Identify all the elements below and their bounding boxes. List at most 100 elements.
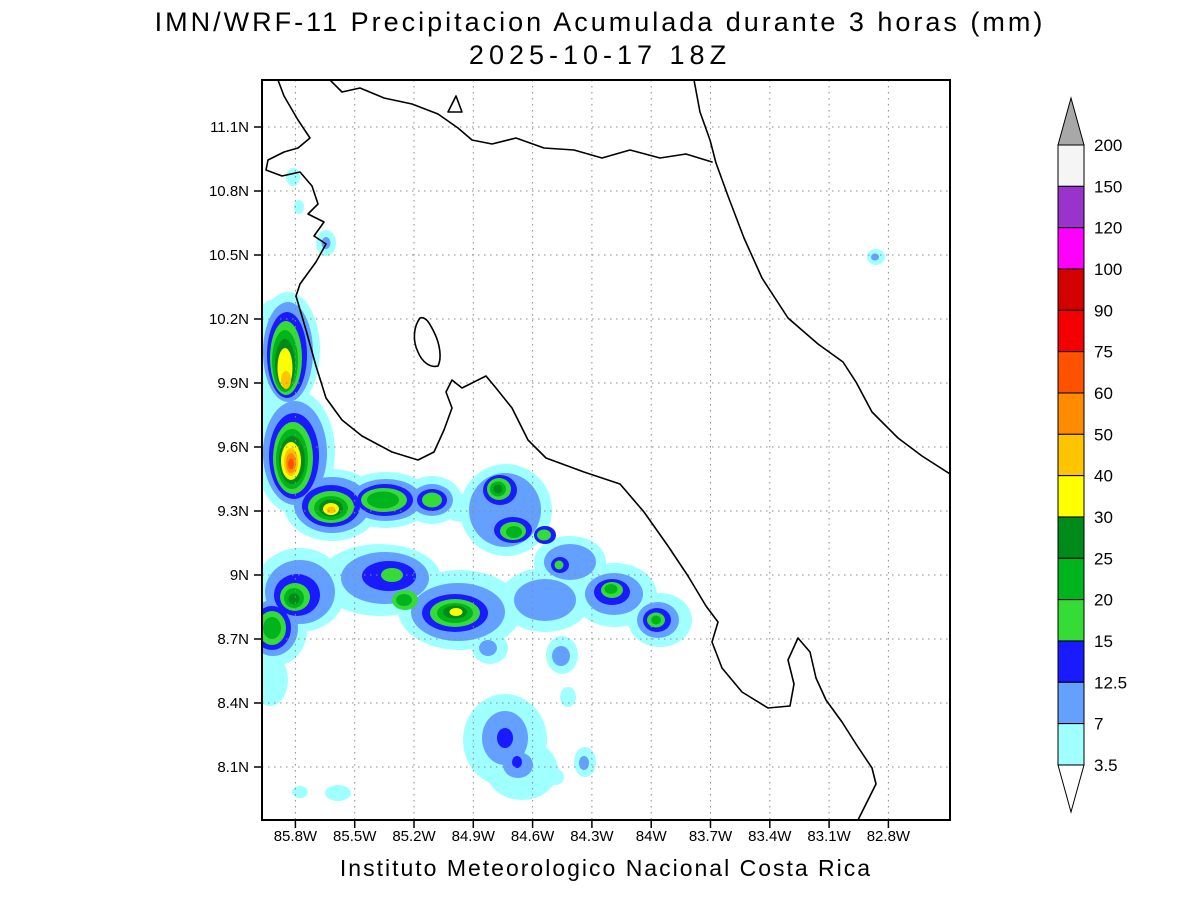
colorbar-label: 120 [1094, 219, 1122, 238]
y-tick-label: 11.1N [210, 119, 249, 136]
map-valid-time: 2025-10-17 18Z [468, 40, 732, 70]
lake-island-outline [447, 95, 463, 113]
precip-cell [286, 168, 300, 186]
precip-cell [367, 491, 399, 509]
y-tick-label: 9.6N [217, 439, 249, 456]
colorbar-segment [1057, 144, 1085, 187]
precip-cell [552, 646, 570, 666]
colorbar-label: 25 [1094, 549, 1113, 568]
colorbar-segment [1057, 433, 1085, 477]
y-axis: 11.1N 10.8N 10.5N 10.2N 9.9N 9.6N 9.3N 9N 8.7N 8.… [209, 119, 262, 776]
colorbar-label: 100 [1094, 260, 1122, 279]
precip-cell [326, 506, 336, 514]
lake-nicaragua-shore [329, 80, 713, 163]
y-tick-label: 10.2N [209, 311, 249, 328]
x-tick-label: 85.2W [392, 828, 436, 845]
precip-cell [506, 526, 522, 538]
y-tick-label: 8.1N [217, 759, 249, 776]
y-tick-label: 9.3N [217, 503, 249, 520]
map-frame [261, 79, 951, 821]
colorbar-arrow-top [1057, 96, 1085, 146]
colorbar-label: 50 [1094, 425, 1113, 444]
caribbean-coastline [693, 80, 950, 475]
y-tick-label: 9.9N [217, 375, 249, 392]
precip-cell [514, 579, 576, 621]
y-tick-label: 10.8N [209, 183, 249, 200]
x-tick-label: 82.8W [867, 828, 911, 845]
y-tick-label: 9N [230, 567, 249, 584]
colorbar-segment [1057, 185, 1085, 229]
colorbar-label: 90 [1094, 301, 1113, 320]
colorbar-label: 40 [1094, 467, 1113, 486]
title-block: IMN/WRF-11 Precipitacion Acumulada duran… [0, 6, 1200, 72]
y-tick-label: 8.4N [217, 695, 249, 712]
precip-cell [493, 484, 503, 494]
precip-cell [281, 371, 291, 389]
colorbar-segment [1057, 227, 1085, 270]
x-tick-label: 83.1W [807, 828, 851, 845]
colorbar-segment [1057, 516, 1085, 559]
colorbar-segment [1057, 351, 1085, 394]
precip-cell [262, 654, 288, 706]
precip-cell [288, 458, 294, 470]
x-tick-label: 84.9W [452, 828, 496, 845]
colorbar-label: 20 [1094, 591, 1113, 610]
colorbar-label: 60 [1094, 384, 1113, 403]
colorbar-label: 150 [1094, 177, 1122, 196]
colorbar-segment [1057, 681, 1085, 725]
x-tick-label: 85.5W [333, 828, 377, 845]
x-tick-label: 83.7W [689, 828, 733, 845]
colorbar-segment [1057, 268, 1085, 311]
precip-cell [560, 687, 576, 707]
footer-institution: Instituto Meteorologico Nacional Costa R… [339, 855, 873, 881]
y-tick-label: 8.7N [217, 631, 249, 648]
precip-cell [497, 728, 513, 748]
precip-shading [262, 168, 885, 801]
y-tick-label: 10.5N [209, 247, 249, 264]
x-tick-label: 84.3W [570, 828, 614, 845]
colorbar-legend: 200 150 120 100 90 75 60 50 40 30 25 20 15 12.5 7 3.5 [1057, 96, 1127, 814]
precip-level-3 [262, 312, 671, 768]
precip-cell [548, 769, 564, 785]
colorbar-label: 30 [1094, 508, 1113, 527]
x-tick-label: 85.8W [274, 828, 318, 845]
colorbar-segment [1057, 557, 1085, 601]
coastlines [265, 80, 950, 820]
colorbar-label: 200 [1094, 136, 1122, 155]
precip-cell [449, 608, 463, 616]
precip-cell [294, 200, 304, 214]
colorbar-label: 75 [1094, 343, 1113, 362]
precip-cell [321, 237, 331, 249]
precip-cell [288, 593, 300, 605]
colorbar-segment [1057, 475, 1085, 518]
precip-cell [479, 640, 497, 656]
precip-cell [292, 786, 308, 798]
precip-cell [537, 529, 551, 541]
precip-cell [604, 584, 618, 594]
precip-cell [512, 756, 522, 768]
precip-level-10 [288, 458, 294, 470]
precip-cell [651, 615, 661, 625]
colorbar-label: 7 [1094, 715, 1103, 734]
colorbar-segment [1057, 392, 1085, 435]
precip-cell [263, 617, 281, 639]
precip-cell [579, 756, 589, 770]
colorbar-segment [1057, 309, 1085, 353]
colorbar-arrow-bottom [1057, 764, 1085, 814]
colorbar-segment [1057, 723, 1085, 766]
upper-gulf-of-nicoya-outline [413, 316, 441, 368]
pacific-coastline [265, 80, 877, 820]
precip-cell [325, 785, 351, 801]
colorbar-label: 12.5 [1094, 673, 1127, 692]
grid-lines [262, 80, 950, 820]
precip-cell [871, 253, 879, 261]
colorbar-label: 3.5 [1094, 756, 1118, 775]
precip-cell [554, 560, 564, 570]
colorbar-label: 15 [1094, 632, 1113, 651]
x-axis: 85.8W 85.5W 85.2W 84.9W 84.6W 84.3W 84W 83.7W 83… [274, 820, 911, 845]
map-title: IMN/WRF-11 Precipitacion Acumulada duran… [154, 7, 1046, 37]
x-tick-label: 84W [636, 828, 668, 845]
colorbar-segment [1057, 599, 1085, 642]
